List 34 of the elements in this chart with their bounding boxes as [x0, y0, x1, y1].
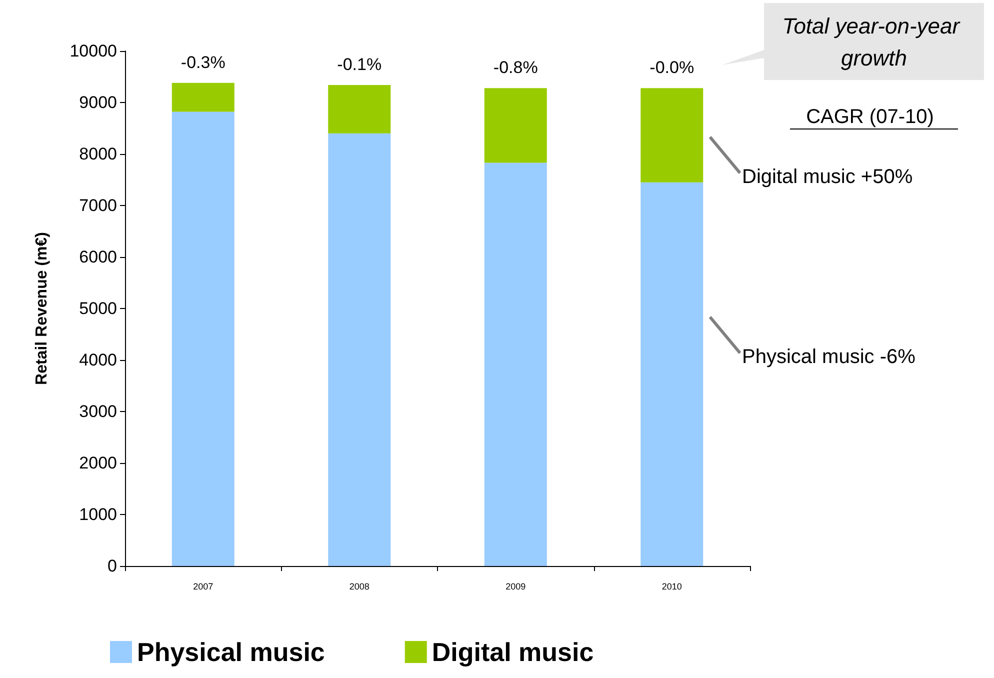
- legend-label: Digital music: [432, 637, 594, 667]
- y-tick-label: 8000: [79, 144, 117, 164]
- y-tick-label: 9000: [79, 93, 117, 112]
- bar: [484, 88, 547, 163]
- text: CAGR (07-10): [806, 106, 934, 128]
- y-tick-label: 3000: [79, 402, 117, 421]
- y-tick-label: 7000: [79, 196, 117, 215]
- text: Total year-on-year growth: [782, 14, 966, 70]
- legend-label: Physical music: [137, 637, 325, 667]
- y-tick-label: 2000: [79, 454, 117, 472]
- y-tick-label: 6000: [79, 248, 117, 266]
- bar: [640, 88, 704, 182]
- annotation: Physical music -6%: [742, 346, 916, 368]
- y-tick-label: 5000: [79, 299, 117, 318]
- x-tick-label: 2010: [662, 582, 682, 592]
- x-tick-label: 2009: [506, 582, 526, 592]
- annotation: -0.0%: [650, 58, 694, 78]
- bar: [484, 162, 547, 566]
- y-tick-label: 0: [108, 556, 117, 576]
- y-axis-title: Retail Revenue (m€): [34, 232, 50, 385]
- annotation: -0.8%: [493, 58, 538, 78]
- y-tick-label: 1000: [79, 505, 117, 524]
- x-tick-label: 2007: [193, 582, 214, 592]
- annotation: -0.1%: [337, 54, 382, 74]
- bar: [172, 112, 234, 566]
- bar: [640, 182, 704, 566]
- bar: [172, 82, 234, 112]
- annotation: Digital music +50%: [742, 166, 913, 188]
- y-tick-label: 4000: [79, 350, 117, 370]
- x-tick-label: 2008: [349, 582, 370, 592]
- annotation: -0.3%: [180, 52, 226, 72]
- bar: [328, 133, 391, 566]
- y-tick-label: 10000: [70, 42, 117, 60]
- bar: [328, 84, 391, 134]
